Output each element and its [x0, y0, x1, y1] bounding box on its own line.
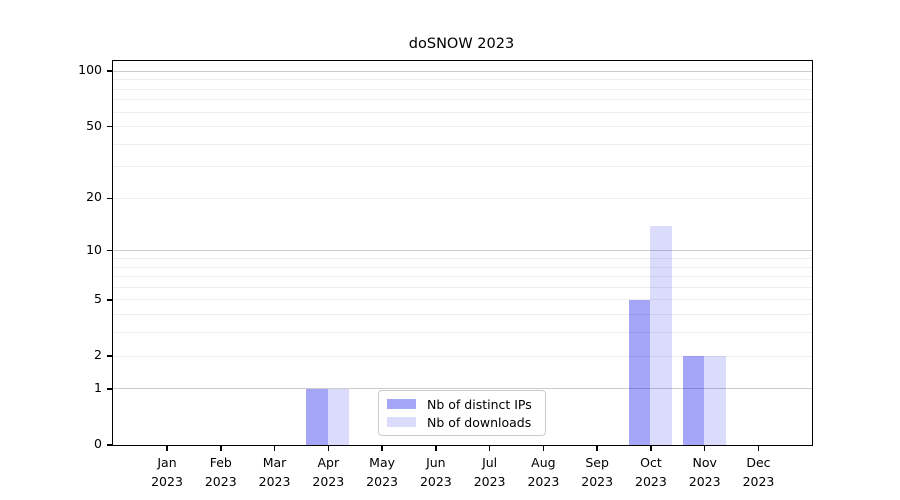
x-tick-label: Feb 2023 [189, 453, 253, 491]
x-tick-month: Sep [585, 455, 609, 470]
minor-gridline [113, 99, 812, 101]
x-tick-mark [757, 445, 760, 451]
x-tick-label: Jun 2023 [404, 453, 468, 491]
minor-gridline [113, 266, 812, 268]
x-tick-label: Aug 2023 [511, 453, 575, 491]
legend-swatch [387, 417, 416, 427]
chart-title: doSNOW 2023 [408, 36, 515, 52]
x-tick-mark [327, 445, 330, 451]
bar-nb-of-downloads-apr [327, 388, 350, 445]
x-tick-month: Apr [317, 455, 340, 470]
y-tick-mark [107, 355, 112, 357]
x-tick-month: Feb [209, 455, 232, 470]
x-tick-mark [273, 445, 276, 451]
x-tick-year: 2023 [635, 474, 667, 489]
y-tick-label: 50 [86, 117, 102, 133]
major-gridline [113, 250, 812, 252]
x-tick-year: 2023 [581, 474, 614, 489]
x-tick-month: Jun [426, 455, 446, 470]
x-tick-year: 2023 [312, 474, 345, 489]
minor-gridline [113, 332, 812, 334]
y-tick-label: 0 [94, 436, 102, 451]
x-tick-month: May [369, 455, 395, 470]
y-tick-mark [107, 197, 112, 200]
x-tick-month: Nov [692, 455, 717, 470]
x-tick-mark [703, 445, 706, 451]
x-tick-month: Jan [157, 455, 177, 470]
minor-gridline [113, 314, 812, 316]
x-tick-label: Apr 2023 [296, 453, 360, 491]
x-tick-month: Jul [482, 455, 498, 470]
x-tick-label: Jul 2023 [458, 453, 522, 491]
y-tick-mark [107, 444, 112, 446]
x-tick-label: Dec 2023 [726, 453, 790, 491]
x-tick-year: 2023 [419, 474, 452, 489]
legend-label: Nb of distinct IPs [427, 396, 532, 412]
y-tick-label: 10 [86, 241, 102, 257]
x-tick-label: Jan 2023 [135, 453, 199, 491]
x-tick-year: 2023 [688, 474, 721, 489]
minor-gridline [113, 276, 812, 278]
x-tick-year: 2023 [258, 474, 291, 489]
x-tick-year: 2023 [527, 474, 560, 489]
bar-nb-of-distinct-ips-apr [306, 388, 328, 445]
legend-entry: Nb of distinct IPs [387, 397, 537, 412]
y-tick-label: 1 [94, 379, 102, 395]
y-tick-mark [107, 249, 112, 252]
bar-nb-of-downloads-oct [650, 225, 672, 445]
minor-gridline [113, 286, 812, 288]
x-tick-label: Nov 2023 [673, 453, 737, 491]
bar-nb-of-distinct-ips-oct [628, 299, 651, 445]
legend-swatch [387, 399, 416, 409]
minor-gridline [113, 111, 812, 113]
minor-gridline [113, 355, 812, 357]
minor-gridline [113, 257, 812, 259]
x-tick-month: Aug [531, 455, 556, 470]
y-tick-mark [107, 125, 112, 128]
x-tick-year: 2023 [473, 474, 506, 489]
y-tick-label: 100 [78, 62, 102, 78]
x-tick-mark [381, 445, 383, 451]
x-tick-mark [542, 445, 545, 451]
y-tick-mark [107, 299, 112, 301]
y-tick-label: 5 [94, 290, 102, 306]
x-tick-mark [220, 445, 222, 451]
minor-gridline [113, 88, 812, 90]
plot-area: Nb of distinct IPs Nb of downloads [112, 60, 813, 446]
x-tick-mark [166, 445, 168, 451]
x-tick-month: Mar [262, 455, 287, 470]
y-tick-mark [107, 70, 112, 72]
x-tick-year: 2023 [204, 474, 237, 489]
y-tick-label: 20 [86, 189, 102, 205]
major-gridline [113, 70, 812, 72]
y-tick-label: 2 [94, 347, 102, 362]
legend: Nb of distinct IPs Nb of downloads [378, 390, 546, 436]
legend-label: Nb of downloads [427, 414, 532, 430]
x-tick-month: Dec [746, 455, 771, 470]
minor-gridline [113, 79, 812, 81]
x-tick-label: May 2023 [350, 453, 414, 491]
legend-entry: Nb of downloads [387, 415, 537, 430]
x-tick-label: Oct 2023 [619, 453, 683, 491]
minor-gridline [113, 143, 812, 145]
x-tick-year: 2023 [366, 474, 398, 489]
x-tick-year: 2023 [742, 474, 775, 489]
x-tick-mark [488, 445, 491, 451]
x-tick-mark [650, 445, 652, 451]
minor-gridline [113, 166, 812, 168]
x-tick-label: Sep 2023 [565, 453, 629, 491]
x-tick-month: Oct [640, 455, 662, 470]
major-gridline [113, 388, 812, 390]
y-tick-mark [107, 388, 112, 390]
x-tick-year: 2023 [151, 474, 183, 489]
bar-nb-of-downloads-nov [704, 356, 726, 445]
x-tick-mark [596, 445, 598, 451]
minor-gridline [113, 299, 812, 301]
minor-gridline [113, 197, 812, 199]
x-tick-label: Mar 2023 [243, 453, 307, 491]
x-tick-mark [435, 445, 437, 451]
minor-gridline [113, 126, 812, 127]
bar-nb-of-distinct-ips-nov [682, 356, 705, 445]
